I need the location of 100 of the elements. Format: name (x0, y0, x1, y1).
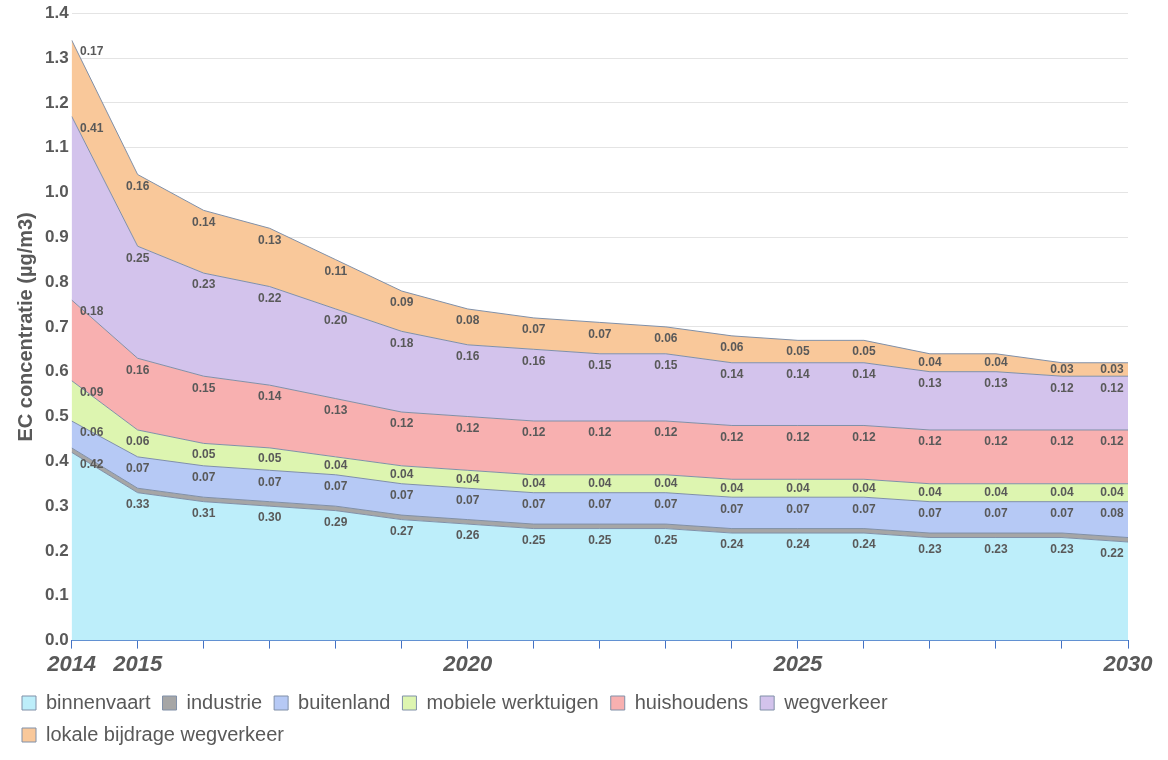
data-label: 0.12 (720, 429, 744, 444)
data-label: 0.14 (192, 214, 216, 229)
data-label: 0.16 (456, 349, 480, 364)
data-label: 0.07 (522, 322, 546, 337)
data-label: 0.14 (786, 367, 810, 382)
data-label: 0.25 (522, 532, 546, 547)
data-label: 0.07 (192, 470, 216, 485)
data-label: 0.29 (324, 514, 348, 529)
data-label: 0.25 (588, 532, 612, 547)
y-tick-label: 1.0 (44, 182, 69, 202)
legend-label: buitenland (298, 690, 391, 713)
data-label: 0.07 (324, 479, 348, 494)
data-label: 0.04 (324, 458, 348, 473)
data-label: 0.25 (654, 532, 678, 547)
data-label: 0.07 (125, 461, 150, 476)
data-label: 0.04 (1050, 485, 1074, 500)
data-label: 0.24 (852, 537, 876, 552)
y-tick-label: 0.9 (44, 226, 69, 246)
data-label: 0.12 (456, 420, 480, 435)
data-label: 0.07 (720, 501, 744, 516)
data-label: 0.06 (654, 331, 678, 346)
data-label: 0.15 (588, 358, 612, 373)
data-label: 0.20 (324, 313, 348, 328)
y-tick-label: 1.4 (44, 2, 70, 22)
data-label: 0.12 (654, 425, 678, 440)
y-tick-label: 0.0 (44, 630, 69, 650)
data-label: 0.05 (852, 343, 876, 358)
data-label: 0.12 (1100, 434, 1124, 449)
data-label: 0.15 (192, 380, 216, 395)
data-label: 0.07 (1050, 505, 1074, 520)
data-label: 0.24 (786, 537, 810, 552)
y-tick-label: 1.2 (44, 92, 69, 112)
data-label: 0.04 (918, 355, 942, 370)
data-label: 0.12 (390, 416, 414, 431)
data-label: 0.25 (125, 250, 150, 265)
data-label: 0.04 (456, 471, 480, 486)
data-label: 0.12 (984, 434, 1008, 449)
data-label: 0.04 (1100, 485, 1124, 500)
x-tick-label: 2030 (1102, 650, 1154, 676)
data-label: 0.07 (918, 505, 942, 520)
data-label: 0.04 (786, 480, 810, 495)
data-label: 0.12 (522, 425, 546, 440)
data-label: 0.18 (390, 335, 414, 350)
data-label: 0.07 (984, 505, 1008, 520)
legend-label: binnenvaart (46, 690, 151, 713)
y-tick-label: 0.7 (44, 316, 69, 336)
data-label: 0.05 (258, 451, 282, 466)
data-label: 0.08 (1100, 505, 1124, 520)
data-label: 0.31 (192, 505, 216, 520)
data-label: 0.03 (1050, 361, 1074, 376)
data-label: 0.12 (1050, 380, 1074, 395)
data-label: 0.05 (786, 343, 810, 358)
y-axis-title: EC concentratie (µg/m3) (13, 212, 36, 442)
data-label: 0.09 (390, 295, 414, 310)
x-tick-label: 2025 (772, 650, 824, 676)
data-label: 0.14 (258, 389, 282, 404)
y-tick-label: 0.5 (44, 406, 69, 426)
data-label: 0.04 (522, 476, 546, 491)
data-label: 0.04 (654, 476, 678, 491)
data-label: 0.23 (192, 277, 216, 292)
data-label: 0.04 (918, 485, 942, 500)
y-tick-label: 1.3 (44, 47, 69, 67)
data-label: 0.06 (79, 425, 104, 440)
data-label: 0.14 (852, 367, 876, 382)
data-label: 0.07 (390, 488, 414, 503)
data-label: 0.12 (852, 429, 876, 444)
data-label: 0.23 (984, 541, 1008, 556)
data-label: 0.27 (390, 523, 414, 538)
data-label: 0.04 (984, 355, 1008, 370)
data-label: 0.12 (1050, 434, 1074, 449)
data-label: 0.12 (1100, 380, 1124, 395)
data-label: 0.07 (258, 474, 282, 489)
data-label: 0.16 (125, 178, 150, 193)
data-label: 0.08 (456, 313, 480, 328)
data-label: 0.15 (654, 358, 678, 373)
data-label: 0.24 (720, 537, 744, 552)
data-label: 0.04 (852, 480, 876, 495)
data-label: 0.41 (79, 120, 104, 135)
x-tick-label: 2015 (112, 650, 163, 676)
data-label: 0.11 (324, 263, 348, 278)
data-label: 0.05 (192, 446, 216, 461)
y-tick-label: 0.8 (44, 271, 69, 291)
data-label: 0.23 (1050, 541, 1074, 556)
data-label: 0.17 (79, 44, 104, 59)
data-label: 0.04 (720, 480, 744, 495)
data-label: 0.42 (79, 456, 104, 471)
data-label: 0.07 (588, 497, 612, 512)
data-label: 0.22 (1100, 546, 1124, 561)
y-tick-label: 1.1 (44, 137, 69, 157)
data-label: 0.03 (1100, 361, 1124, 376)
data-label: 0.22 (258, 290, 282, 305)
data-label: 0.13 (918, 376, 942, 391)
y-tick-label: 0.3 (44, 495, 69, 515)
data-label: 0.06 (720, 340, 744, 355)
data-label: 0.16 (522, 353, 546, 368)
legend-label: mobiele werktuigen (426, 690, 599, 713)
data-label: 0.07 (588, 326, 612, 341)
y-tick-label: 0.4 (44, 451, 70, 471)
data-label: 0.04 (588, 476, 612, 491)
data-label: 0.12 (918, 434, 942, 449)
